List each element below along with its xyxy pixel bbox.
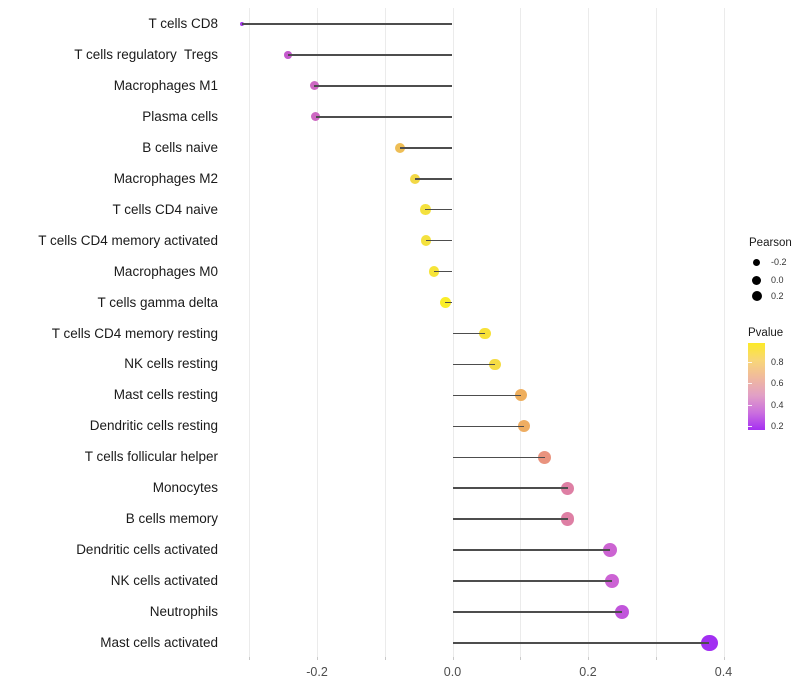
lollipop-stem (400, 147, 453, 149)
lollipop-dot (604, 574, 619, 589)
legend-size-dot (751, 290, 762, 301)
category-label: T cells CD4 memory activated (38, 232, 218, 248)
x-axis-tick-label: 0.2 (579, 665, 597, 679)
legend-size-dot (752, 275, 761, 285)
colorbar-tick (748, 404, 752, 406)
legend-pearson-title: Pearson (749, 237, 792, 249)
category-label: T cells CD8 (148, 16, 218, 31)
lollipop-dot (538, 450, 552, 464)
lollipop-dot (489, 358, 501, 371)
lollipop-dot (479, 327, 491, 340)
lollipop-stem (434, 270, 453, 273)
category-label: B cells memory (125, 511, 218, 527)
category-label: Neutrophils (149, 604, 218, 620)
gridline (249, 8, 251, 657)
x-axis-tick (655, 657, 657, 660)
colorbar-tick-label: 0.4 (771, 399, 784, 410)
x-axis-tick-label: -0.2 (306, 665, 328, 679)
lollipop-dot (603, 543, 618, 558)
legend-size-label: -0.2 (771, 257, 787, 267)
category-label: Monocytes (152, 480, 218, 496)
lollipop-stem (452, 394, 521, 397)
category-label: Mast cells resting (113, 387, 218, 403)
lollipop-stem (452, 363, 496, 366)
gridline (588, 8, 589, 657)
x-axis-tick (452, 657, 454, 660)
x-axis-tick-label: 0.4 (714, 665, 733, 679)
colorbar-tick-label: 0.2 (771, 420, 784, 431)
gridline (384, 8, 386, 657)
category-label: NK cells resting (124, 356, 218, 372)
category-label: T cells follicular helper (84, 449, 218, 465)
lollipop-stem (452, 332, 486, 335)
lollipop-stem (426, 239, 453, 242)
category-label: B cells naive (142, 139, 218, 155)
lollipop-stem (425, 208, 453, 211)
category-label: Plasma cells (142, 108, 218, 124)
lollipop-dot (517, 420, 530, 433)
gridline (723, 8, 725, 657)
colorbar-tick-label: 0.6 (771, 378, 784, 388)
x-axis-tick (723, 657, 725, 660)
category-label: T cells CD4 naive (112, 201, 218, 217)
category-label: Mast cells activated (100, 635, 218, 650)
lollipop-stem (452, 487, 568, 490)
lollipop-dot (560, 481, 575, 495)
legend-size-label: 0.2 (771, 290, 784, 301)
lollipop-stem (242, 23, 453, 25)
legend-size-label: 0.0 (771, 275, 784, 285)
category-label: Macrophages M2 (113, 170, 218, 186)
colorbar-tick (748, 425, 752, 427)
gridline (655, 8, 657, 657)
category-label: Dendritic cells activated (76, 542, 218, 558)
x-axis-tick (317, 657, 318, 660)
lollipop-stem (452, 456, 545, 459)
category-label: T cells gamma delta (97, 294, 218, 310)
gridline (452, 8, 454, 657)
lollipop-stem (415, 177, 453, 180)
x-axis-tick (249, 657, 251, 660)
legend-size-dot (753, 258, 760, 266)
lollipop-dot (701, 634, 718, 652)
lollipop-stem (452, 518, 568, 520)
x-axis-tick (384, 657, 386, 660)
legend-pvalue-title: Pvalue (748, 327, 784, 339)
colorbar-tick-label: 0.8 (771, 356, 784, 367)
category-label: Macrophages M1 (113, 77, 218, 93)
lollipop-dot (560, 512, 575, 526)
category-label: T cells CD4 memory resting (51, 325, 218, 341)
lollipop-stem (452, 611, 622, 613)
gridline (520, 8, 522, 657)
lollipop-stem (452, 642, 710, 644)
colorbar-tick (748, 361, 752, 363)
lollipop-stem (314, 85, 453, 87)
lollipop-stem (315, 116, 453, 118)
lollipop-stem (452, 425, 524, 428)
x-axis-tick (520, 657, 522, 660)
lollipop-stem (287, 54, 453, 56)
lollipop-dot (514, 389, 527, 402)
x-axis-tick (588, 657, 589, 660)
lollipop-dot (614, 604, 630, 620)
pvalue-colorbar (748, 343, 765, 430)
category-label: Dendritic cells resting (89, 418, 218, 434)
lollipop-stem (445, 301, 453, 304)
colorbar-tick (748, 383, 752, 384)
category-label: T cells regulatory Tregs (74, 46, 218, 62)
lollipop-stem (452, 580, 612, 582)
category-label: NK cells activated (110, 573, 218, 589)
gridline (317, 8, 318, 657)
category-label: Macrophages M0 (113, 263, 218, 279)
x-axis-tick-label: 0.0 (443, 665, 462, 679)
lollipop-stem (452, 549, 611, 551)
